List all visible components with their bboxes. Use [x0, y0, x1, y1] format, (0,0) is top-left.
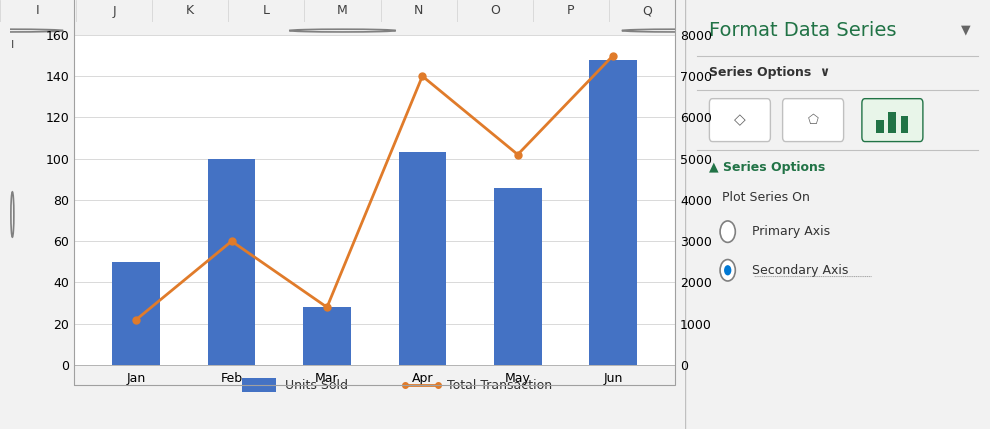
Bar — [113, 262, 160, 365]
Text: ◇: ◇ — [734, 113, 745, 127]
FancyBboxPatch shape — [783, 99, 843, 142]
Text: M: M — [338, 4, 347, 18]
Bar — [888, 112, 896, 133]
Text: K: K — [186, 4, 194, 18]
Text: Primary Axis: Primary Axis — [752, 225, 831, 238]
Bar — [208, 159, 255, 365]
Bar — [243, 378, 275, 392]
Text: ⬠: ⬠ — [808, 114, 819, 127]
Text: Plot Series On: Plot Series On — [722, 191, 810, 204]
Text: ▲ Series Options: ▲ Series Options — [710, 161, 826, 174]
Text: O: O — [490, 4, 500, 18]
Bar — [876, 120, 884, 133]
Text: Secondary Axis: Secondary Axis — [752, 264, 848, 277]
FancyBboxPatch shape — [710, 99, 770, 142]
Text: L: L — [263, 4, 270, 18]
Text: ▼: ▼ — [960, 24, 970, 36]
Circle shape — [720, 260, 736, 281]
Bar — [303, 307, 350, 365]
Text: Format Data Series: Format Data Series — [710, 21, 897, 39]
Text: J: J — [112, 4, 116, 18]
Text: N: N — [414, 4, 424, 18]
Bar — [399, 152, 446, 365]
Text: Total Transaction: Total Transaction — [446, 379, 551, 392]
Text: Units Sold: Units Sold — [284, 379, 347, 392]
Text: Q: Q — [642, 4, 651, 18]
FancyBboxPatch shape — [862, 99, 923, 142]
Text: I: I — [11, 40, 14, 50]
Bar — [494, 187, 542, 365]
Text: Series Options  ∨: Series Options ∨ — [710, 66, 831, 79]
Text: I: I — [37, 4, 40, 18]
Bar — [901, 116, 908, 133]
Text: P: P — [567, 4, 574, 18]
Circle shape — [720, 221, 736, 242]
Bar — [589, 60, 637, 365]
Circle shape — [724, 265, 732, 275]
